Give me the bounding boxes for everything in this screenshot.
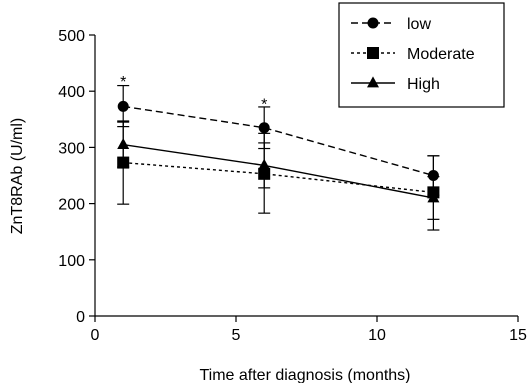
x-tick-label: 10 [368, 327, 386, 344]
data-point [117, 137, 130, 149]
axes: 0 5 10 15 0 100 200 300 400 500 [58, 28, 527, 344]
y-tick-label: 200 [58, 197, 85, 214]
legend-label: Moderate [407, 46, 475, 63]
legend-label: low [407, 16, 431, 33]
significance-marker: * [261, 97, 267, 114]
y-tick-label: 500 [58, 28, 85, 45]
data-point [117, 100, 129, 112]
series-line [123, 161, 434, 194]
y-tick-label: 0 [76, 309, 85, 326]
x-tick-label: 15 [509, 327, 527, 344]
y-tick-label: 100 [58, 253, 85, 270]
series-moderate [117, 120, 440, 231]
x-tick-label: 5 [232, 327, 241, 344]
legend-label: High [407, 76, 440, 93]
significance-marker: * [120, 74, 126, 91]
annotations: ** [120, 74, 267, 113]
y-tick-label: 300 [58, 140, 85, 157]
y-tick-label: 400 [58, 84, 85, 101]
data-point [258, 158, 271, 170]
series-layer [117, 84, 440, 231]
legend-marker [367, 17, 379, 29]
series-line [123, 105, 434, 177]
x-axis-label: Time after diagnosis (months) [199, 367, 410, 383]
legend-box [338, 2, 505, 108]
legend-marker [367, 76, 379, 88]
series-line [123, 143, 434, 199]
x-tick-label: 0 [91, 327, 100, 344]
data-point [258, 122, 270, 134]
legend: low Moderate High [338, 2, 505, 108]
data-point [427, 191, 440, 203]
series-high [117, 121, 440, 220]
legend-marker [367, 47, 379, 59]
y-axis-label: ZnT8RAb (U/ml) [9, 118, 26, 234]
